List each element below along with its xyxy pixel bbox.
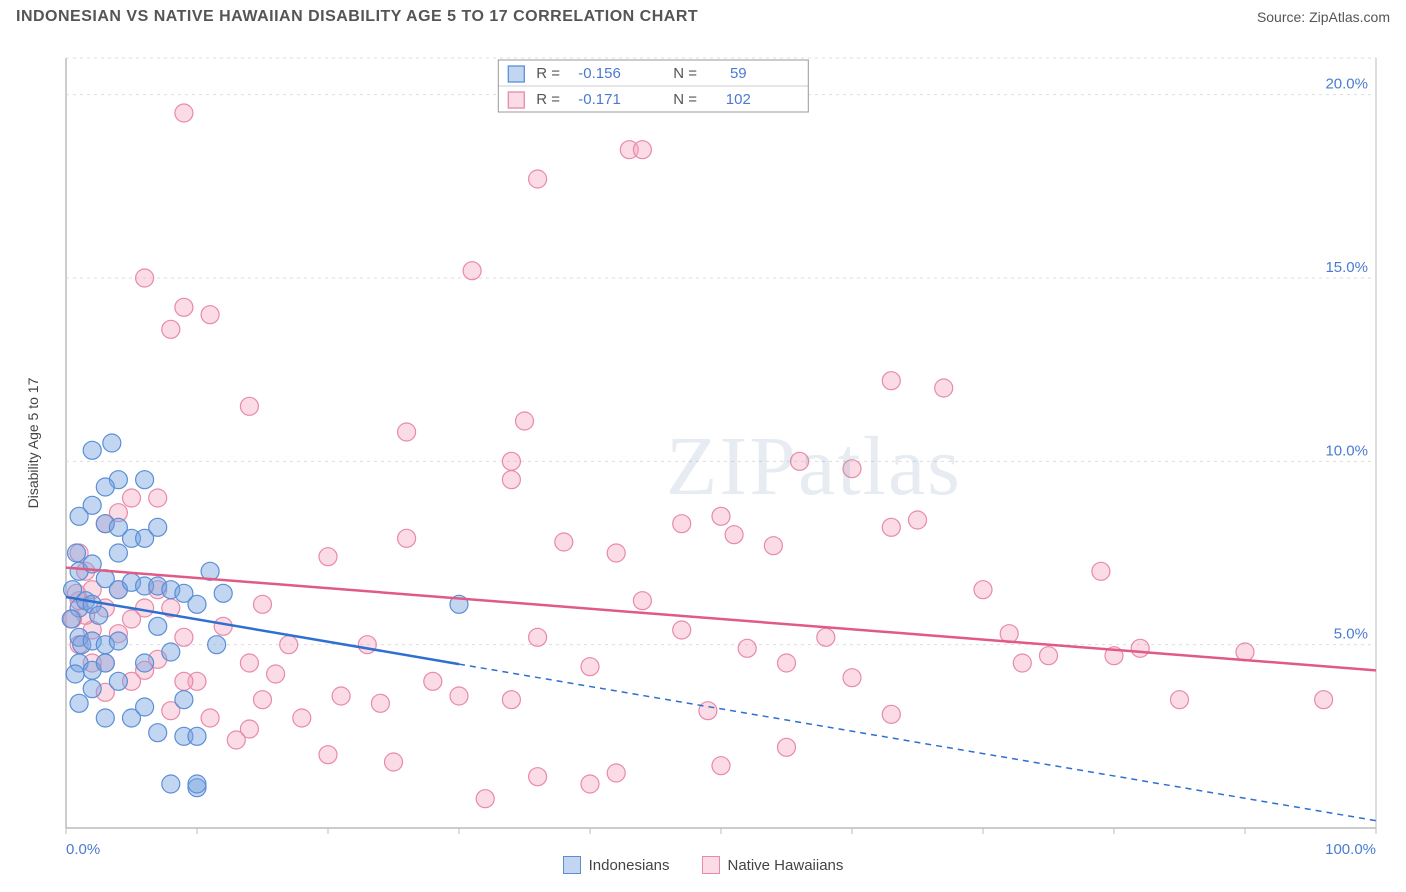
svg-text:102: 102: [726, 91, 751, 108]
svg-text:R =: R =: [536, 65, 560, 82]
scatter-chart: 5.0%10.0%15.0%20.0%0.0%100.0%Disability …: [16, 38, 1390, 876]
svg-text:59: 59: [730, 65, 747, 82]
legend-label: Native Hawaiians: [728, 857, 844, 874]
svg-text:5.0%: 5.0%: [1334, 626, 1368, 643]
legend-item-native-hawaiians: Native Hawaiians: [702, 856, 844, 874]
svg-text:N =: N =: [673, 65, 697, 82]
svg-text:20.0%: 20.0%: [1325, 76, 1368, 93]
svg-text:Disability Age 5 to 17: Disability Age 5 to 17: [25, 377, 41, 508]
chart-title: INDONESIAN VS NATIVE HAWAIIAN DISABILITY…: [16, 8, 698, 26]
legend-item-indonesians: Indonesians: [563, 856, 670, 874]
svg-text:-0.156: -0.156: [578, 65, 621, 82]
svg-text:N =: N =: [673, 91, 697, 108]
svg-text:-0.171: -0.171: [578, 91, 621, 108]
legend-swatch: [702, 856, 720, 874]
legend-label: Indonesians: [589, 857, 670, 874]
legend-swatch: [563, 856, 581, 874]
svg-text:10.0%: 10.0%: [1325, 442, 1368, 459]
svg-text:R =: R =: [536, 91, 560, 108]
bottom-legend: Indonesians Native Hawaiians: [16, 856, 1390, 874]
svg-text:15.0%: 15.0%: [1325, 259, 1368, 276]
source-label: Source: ZipAtlas.com: [1257, 9, 1390, 25]
chart-container: 5.0%10.0%15.0%20.0%0.0%100.0%Disability …: [16, 38, 1390, 876]
